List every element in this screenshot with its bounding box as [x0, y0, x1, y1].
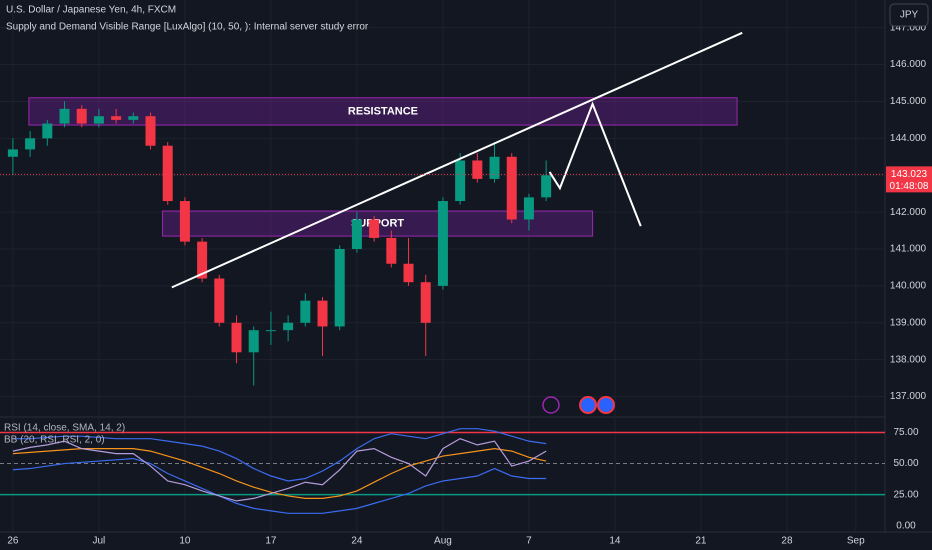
y-tick-label: 25.00 — [893, 489, 918, 500]
countdown: 01:48:08 — [890, 181, 929, 192]
zone-label: RESISTANCE — [348, 105, 418, 117]
candle-body — [93, 116, 104, 124]
y-tick-label: 138.000 — [890, 354, 927, 365]
legend-entry: BB (20, RSI, RSI, 2, 0) — [4, 435, 105, 446]
candle-body — [386, 237, 397, 264]
series-line — [12, 438, 547, 502]
candle-body — [369, 219, 380, 238]
candle-body — [128, 116, 139, 120]
candle-body — [197, 241, 208, 279]
candle-body — [214, 278, 225, 323]
x-tick-label: 14 — [609, 536, 621, 547]
candle-body — [265, 330, 276, 332]
candle-body — [59, 108, 70, 124]
currency-button[interactable] — [889, 3, 929, 27]
event-icon[interactable] — [542, 396, 560, 414]
y-tick-label: 145.000 — [890, 96, 927, 107]
candle-body — [523, 197, 534, 220]
trendline — [171, 31, 743, 289]
x-tick-label: Aug — [434, 536, 452, 547]
y-tick-label: 140.000 — [890, 281, 927, 292]
currency[interactable]: JPY — [900, 10, 919, 21]
candle-body — [489, 156, 500, 179]
x-tick-label: 17 — [265, 536, 277, 547]
y-tick-label: 0.00 — [896, 520, 916, 531]
event-icon[interactable] — [579, 396, 597, 414]
x-tick-label: 28 — [781, 536, 793, 547]
candle-body — [437, 201, 448, 286]
x-tick-label: 26 — [7, 536, 19, 547]
y-tick-label: 142.000 — [890, 207, 927, 218]
candle-body — [111, 116, 122, 120]
candle-body — [300, 300, 311, 323]
candle-body — [231, 322, 242, 353]
series-line — [12, 448, 547, 499]
series-line — [12, 457, 547, 514]
series-line — [12, 428, 547, 482]
candle-body — [351, 219, 362, 249]
candle-body — [472, 160, 483, 179]
candle-body — [25, 138, 36, 150]
candle-body — [283, 322, 294, 331]
x-tick-label: 10 — [179, 536, 191, 547]
legend-entry: RSI (14, close, SMA, 14, 2) — [4, 423, 125, 434]
candle-body — [7, 149, 18, 157]
candle-body — [334, 249, 345, 327]
last-price-box — [886, 166, 932, 193]
last-price-label: 143.023 — [891, 169, 928, 180]
candle-body — [455, 160, 466, 202]
event-icon[interactable] — [597, 396, 615, 414]
candle-body — [403, 263, 414, 283]
y-tick-label: 139.000 — [890, 317, 927, 328]
projection-path — [548, 101, 642, 227]
y-tick-label: 50.00 — [893, 458, 918, 469]
subtitle: Supply and Demand Visible Range [LuxAlgo… — [6, 22, 369, 33]
candle-body — [317, 300, 328, 327]
candle-body — [145, 116, 156, 146]
x-tick-label: 7 — [526, 536, 532, 547]
event-icons[interactable] — [542, 396, 615, 414]
y-tick-label: 146.000 — [890, 59, 927, 70]
y-tick-label: 75.00 — [893, 427, 918, 438]
candle-body — [42, 123, 53, 139]
candle-body — [162, 145, 173, 202]
x-tick-label: Sep — [847, 536, 865, 547]
y-tick-label: 147.000 — [890, 22, 927, 33]
chart-title: U.S. Dollar / Japanese Yen, 4h, FXCM — [6, 5, 176, 16]
x-tick-label: Jul — [93, 536, 106, 547]
y-tick-label: 144.000 — [890, 133, 927, 144]
x-tick-label: 21 — [695, 536, 707, 547]
candle-body — [506, 156, 517, 220]
x-tick-label: 24 — [351, 536, 363, 547]
candle-body — [76, 108, 87, 124]
y-tick-label: 137.000 — [890, 391, 927, 402]
candle-body — [541, 175, 552, 198]
y-tick-label: 141.000 — [890, 244, 927, 255]
candle-body — [420, 282, 431, 323]
candle-body — [248, 330, 259, 353]
candle-body — [179, 201, 190, 242]
